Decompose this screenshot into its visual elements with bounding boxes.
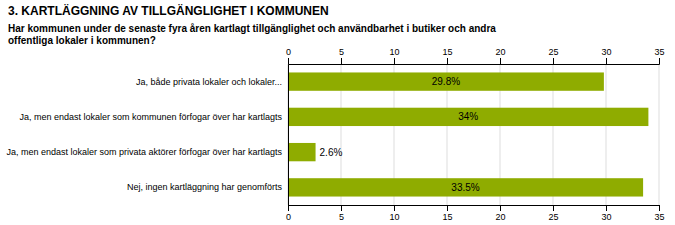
data-label: 29.8% <box>432 76 460 87</box>
title: 3. KARTLÄGGNING AV TILLGÄNGLIGHET I KOMM… <box>8 3 329 18</box>
tick-label: 35 <box>654 47 664 57</box>
tick-mark <box>500 205 501 211</box>
tick-mark <box>606 58 607 64</box>
tick: 0 <box>286 205 291 222</box>
x-axis-top: 0 5 10 15 20 25 30 35 <box>286 47 665 65</box>
tick: 20 <box>495 47 505 64</box>
tick-mark <box>447 205 448 211</box>
tick-label: 5 <box>339 212 344 222</box>
grid-line <box>288 64 289 205</box>
tick: Ja, både privata lokaler och lokaler... <box>136 77 282 87</box>
tick-label: 15 <box>442 47 452 57</box>
tick-mark <box>606 205 607 211</box>
tick: 20 <box>495 205 505 222</box>
tick-label: Nej, ingen kartläggning har genomförts <box>127 182 283 192</box>
tick: 30 <box>601 47 611 64</box>
tick-label: Ja, men endast lokaler som privata aktör… <box>6 147 282 157</box>
tick-mark <box>553 205 554 211</box>
tick-label: 30 <box>601 212 611 222</box>
tick: 15 <box>442 205 452 222</box>
tick-label: 10 <box>389 212 399 222</box>
tick: 30 <box>601 205 611 222</box>
tick: Ja, men endast lokaler som kommunen förf… <box>19 112 282 122</box>
data-label: 34% <box>458 111 478 122</box>
subtitle: Har kommunen under de senaste fyra åren … <box>8 23 496 46</box>
tick-mark <box>447 58 448 64</box>
tick-label: 20 <box>495 212 505 222</box>
tick-mark <box>288 58 289 64</box>
tick-mark <box>394 58 395 64</box>
tick-mark <box>341 205 342 211</box>
tick: Nej, ingen kartläggning har genomförts <box>127 182 283 192</box>
tick: 5 <box>339 205 344 222</box>
tick-label: 25 <box>548 212 558 222</box>
bars <box>288 72 648 196</box>
tick-mark <box>659 58 660 64</box>
tick-mark <box>500 58 501 64</box>
axis-line <box>289 206 660 212</box>
tick-label: 0 <box>286 47 291 57</box>
x-axis-bottom: 0 5 10 15 20 25 30 35 <box>286 205 665 222</box>
data-label: 2.6% <box>320 147 343 158</box>
tick-label: Ja, men endast lokaler som kommunen förf… <box>19 112 282 122</box>
chart: 3. KARTLÄGGNING AV TILLGÄNGLIGHET I KOMM… <box>0 0 675 225</box>
tick: 25 <box>548 205 558 222</box>
tick-label: 20 <box>495 47 505 57</box>
tick-label: 5 <box>339 47 344 57</box>
tick-label: 25 <box>548 47 558 57</box>
tick-label: 30 <box>601 47 611 57</box>
tick-label: 15 <box>442 212 452 222</box>
axis-line <box>289 58 660 65</box>
tick-label: 35 <box>654 212 664 222</box>
tick-mark <box>341 58 342 64</box>
tick-mark <box>659 205 660 211</box>
subtitle-line: Har kommunen under de senaste fyra åren … <box>8 23 496 34</box>
bar <box>288 108 648 126</box>
tick-mark <box>288 205 289 211</box>
tick-mark <box>553 58 554 64</box>
tick: 5 <box>339 47 344 64</box>
tick: 10 <box>389 47 399 64</box>
plot: 0 5 10 15 20 25 30 35 0 5 10 15 20 25 30 35 Ja, både pri… <box>6 47 664 222</box>
tick: 0 <box>286 47 291 64</box>
data-label: 33.5% <box>451 182 479 193</box>
grid <box>288 64 659 205</box>
tick: 15 <box>442 47 452 64</box>
tick: 35 <box>654 47 664 64</box>
tick: 35 <box>654 205 664 222</box>
grid-line <box>659 64 660 205</box>
data-labels: 29.8% 34% 2.6% 33.5% <box>320 76 480 193</box>
subtitle-line: offentliga lokaler i kommunen? <box>8 35 156 46</box>
tick: Ja, men endast lokaler som privata aktör… <box>6 147 282 157</box>
bar <box>288 72 604 90</box>
bar <box>288 143 316 161</box>
tick: 10 <box>389 205 399 222</box>
axis-line <box>288 65 289 206</box>
tick-label: 10 <box>389 47 399 57</box>
tick-label: Ja, både privata lokaler och lokaler... <box>136 77 282 87</box>
bar <box>288 178 643 196</box>
y-axis: Ja, både privata lokaler och lokaler... J… <box>6 65 288 206</box>
tick-mark <box>394 205 395 211</box>
tick-label: 0 <box>286 212 291 222</box>
tick: 25 <box>548 47 558 64</box>
